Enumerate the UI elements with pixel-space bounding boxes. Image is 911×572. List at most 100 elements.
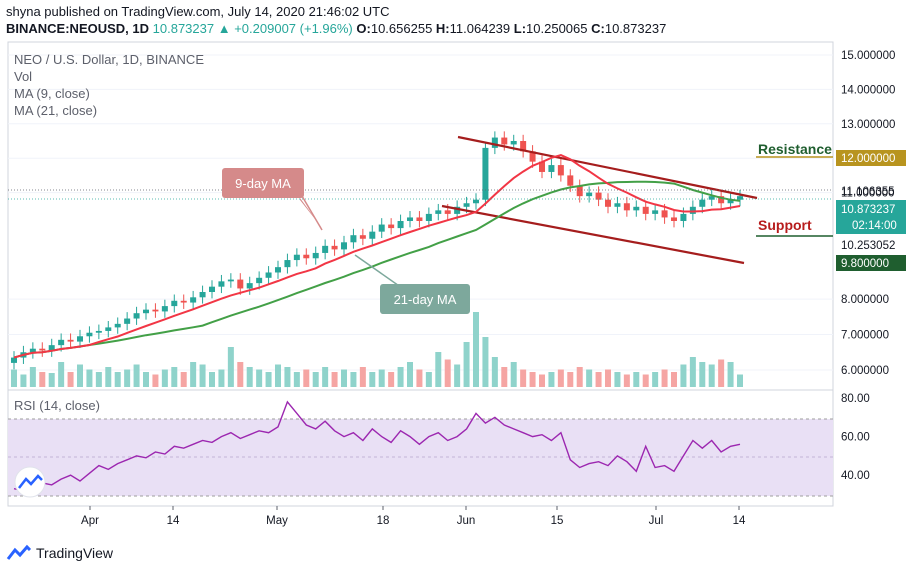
volume-bar xyxy=(567,372,574,387)
volume-bar xyxy=(133,364,140,387)
volume-bar xyxy=(265,372,272,387)
price-tick-label: 15.000000 xyxy=(841,50,895,62)
candle-body xyxy=(180,300,187,303)
candle-body xyxy=(237,279,244,289)
publish-info: shyna published on TradingView.com, July… xyxy=(6,4,390,19)
candle-body xyxy=(331,245,338,250)
candle-body xyxy=(642,206,649,214)
volume-bar xyxy=(576,367,583,387)
time-axis: Apr 14 May 18 Jun 15 Jul 14 xyxy=(81,506,746,527)
candle-body xyxy=(378,224,385,232)
close-value: 10.873237 xyxy=(604,21,667,36)
volume-bar xyxy=(86,369,93,387)
candle-body xyxy=(548,165,555,172)
volume-bar xyxy=(246,367,253,387)
candle-body xyxy=(397,221,404,229)
high-value: 11.064239 xyxy=(449,21,511,36)
volume-bar xyxy=(237,362,244,387)
candle-body xyxy=(482,147,489,200)
candle-body xyxy=(359,235,366,239)
time-tick-label: 14 xyxy=(733,515,746,527)
support-price-tag xyxy=(836,255,906,271)
resistance-price-text: 12.000000 xyxy=(841,153,895,165)
volume-bar xyxy=(143,372,149,387)
volume-bar xyxy=(227,347,234,387)
volume-bar xyxy=(586,369,593,387)
volume-bar xyxy=(95,372,102,387)
resistance-label: Resistance xyxy=(758,141,832,157)
candle-body xyxy=(246,283,253,289)
volume-bar xyxy=(218,369,225,387)
candle-body xyxy=(275,267,281,273)
volume-bar xyxy=(605,369,611,387)
volume-bar xyxy=(689,357,696,387)
volume-bar xyxy=(256,369,263,387)
price-tick-label: 7.000000 xyxy=(841,330,889,342)
candle-body xyxy=(388,224,395,229)
volume-bar xyxy=(435,352,442,387)
symbol-label: BINANCE:NEOUSD, 1D xyxy=(6,21,150,36)
candle-body xyxy=(633,206,640,211)
price-change: +0.209007 (+1.96%) xyxy=(234,21,353,36)
open-label: O: xyxy=(356,21,371,36)
candle-body xyxy=(454,206,461,214)
candle-body xyxy=(143,309,149,314)
low-label: L: xyxy=(513,21,527,36)
volume-bar xyxy=(473,312,479,387)
volume-bar xyxy=(58,362,65,387)
candle-body xyxy=(529,151,536,162)
channel-upper-line xyxy=(457,135,758,200)
ma21-pointer-line xyxy=(354,254,403,289)
ma9-annotation: 9-day MA xyxy=(222,168,323,231)
volume-bar xyxy=(105,367,112,387)
close-price-tag xyxy=(836,200,906,234)
candle-body xyxy=(463,203,470,207)
volume-bar xyxy=(209,372,215,387)
volume-bar xyxy=(350,372,357,387)
candle-body xyxy=(614,203,621,207)
candle-body xyxy=(539,161,545,172)
open-value: 10.656255 xyxy=(370,21,433,36)
candle-body xyxy=(171,300,178,307)
candle-body xyxy=(671,217,677,221)
rsi-axis: 80.00 60.00 40.00 xyxy=(841,393,870,482)
volume-bar xyxy=(510,362,517,387)
candle-body xyxy=(303,254,310,259)
support-label: Support xyxy=(758,217,812,233)
candle-body xyxy=(623,203,630,211)
ma9-legend: MA (9, close) xyxy=(14,86,90,101)
ma21-callout xyxy=(380,284,470,314)
volume-bar xyxy=(341,369,347,387)
volume-bar xyxy=(557,369,564,387)
price-tick-label: 6.000000 xyxy=(841,365,889,377)
support-price-text: 9.800000 xyxy=(841,258,889,270)
volume-bar xyxy=(48,373,55,387)
volume-bar xyxy=(529,372,536,387)
volume-bar xyxy=(331,372,338,387)
volume-bar xyxy=(444,359,451,387)
candle-body xyxy=(199,292,206,298)
volume-bar xyxy=(77,364,83,387)
candle-body xyxy=(67,339,74,342)
ma9-callout-text: 9-day MA xyxy=(235,176,291,191)
candle-body xyxy=(265,272,272,278)
candle-body xyxy=(341,242,347,250)
volume-bar xyxy=(284,367,291,387)
volume-bar xyxy=(539,374,545,387)
time-tick-label: 18 xyxy=(377,515,390,527)
volume-bar xyxy=(463,342,470,387)
candle-body xyxy=(284,260,291,268)
resistance-price-tag xyxy=(836,150,906,166)
high-marker-text: 11.106355 xyxy=(841,186,895,198)
footer-brand: TradingView xyxy=(36,545,114,561)
volume-bar xyxy=(416,369,423,387)
volume-bar xyxy=(680,364,687,387)
price-tick-label: 8.000000 xyxy=(841,294,889,306)
candle-body xyxy=(689,206,696,214)
candle-body xyxy=(727,199,734,204)
candle-body xyxy=(256,277,263,284)
candle-body xyxy=(699,199,706,207)
low-value: 10.250065 xyxy=(526,21,588,36)
candle-body xyxy=(39,348,46,351)
